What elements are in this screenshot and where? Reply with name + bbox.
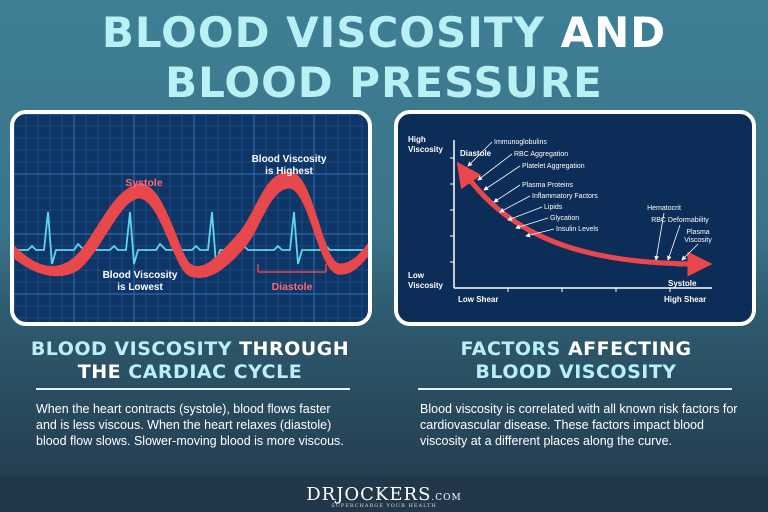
factor-label: Insulin Levels bbox=[556, 226, 599, 233]
factor-label: Plasma bbox=[686, 229, 709, 236]
brand-tagline: SUPERCHARGE YOUR HEALTH bbox=[331, 503, 437, 509]
viscosity-curve bbox=[456, 161, 699, 267]
factor-arrow bbox=[507, 206, 543, 221]
cardiac-cycle-description: When the heart contracts (systole), bloo… bbox=[36, 402, 344, 448]
factor-label: Inflammatory Factors bbox=[532, 193, 598, 200]
logo-domain: .COM bbox=[431, 493, 462, 503]
label-highest-2: is Highest bbox=[265, 166, 313, 177]
axis-ticks bbox=[450, 157, 671, 292]
title-and: AND bbox=[560, 8, 667, 57]
cardiac-heading-the: THE bbox=[77, 361, 122, 383]
viscosity-wave-band bbox=[14, 171, 368, 278]
label-lowest-1: Blood Viscosity bbox=[103, 270, 178, 281]
factor-label: Immunoglobulins bbox=[494, 139, 547, 146]
factor-arrow bbox=[493, 184, 521, 203]
factor-arrow bbox=[667, 224, 681, 261]
factors-heading-highlight: FACTORS bbox=[460, 338, 561, 360]
cardiac-heading-highlight: BLOOD VISCOSITY bbox=[30, 338, 232, 360]
viscosity-shear-diagram: High Viscosity Low Viscosity Low Shear H… bbox=[408, 135, 713, 304]
factor-arrow bbox=[483, 165, 521, 191]
curve-start-label: Diastole bbox=[460, 149, 492, 158]
cardiac-heading-cycle: CARDIAC CYCLE bbox=[128, 361, 303, 383]
title-line-1: BLOOD VISCOSITY AND bbox=[0, 8, 768, 58]
logo-dr: DR bbox=[306, 484, 337, 505]
factor-arrows bbox=[467, 141, 699, 261]
factor-arrow bbox=[525, 228, 555, 238]
factor-label: Glycation bbox=[550, 215, 579, 222]
label-lowest-2: is Lowest bbox=[117, 282, 163, 293]
factor-label: RBC Aggregation bbox=[514, 151, 568, 158]
page-title: BLOOD VISCOSITY AND BLOOD PRESSURE bbox=[0, 8, 768, 108]
factor-label: Plasma Proteins bbox=[522, 182, 573, 189]
x-axis-right: High Shear bbox=[664, 295, 706, 304]
factors-description: Blood viscosity is correlated with all k… bbox=[420, 402, 738, 448]
title-highlight: BLOOD VISCOSITY bbox=[101, 8, 545, 57]
factor-label: Viscosity bbox=[684, 237, 712, 244]
curve-end-label: Systole bbox=[668, 279, 697, 288]
factor-arrow bbox=[515, 217, 549, 230]
title-line-2: BLOOD PRESSURE bbox=[165, 58, 603, 107]
cardiac-heading-line-1: BLOOD VISCOSITY THROUGH bbox=[20, 338, 360, 361]
factors-heading: FACTORS AFFECTING BLOOD VISCOSITY bbox=[406, 338, 746, 384]
factor-labels: Immunoglobulins RBC Aggregation Platelet A… bbox=[494, 139, 712, 244]
cardiac-heading-line-2: THE CARDIAC CYCLE bbox=[20, 361, 360, 384]
factor-label: Lipids bbox=[544, 204, 563, 211]
factor-arrow bbox=[681, 243, 699, 261]
y-axis-top-1: High bbox=[408, 135, 426, 144]
left-divider bbox=[36, 388, 350, 390]
factor-arrow bbox=[467, 141, 493, 167]
right-divider bbox=[418, 388, 732, 390]
y-axis-bottom-1: Low bbox=[408, 271, 425, 280]
cardiac-cycle-panel: Systole Blood Viscosity is Highest Blood… bbox=[10, 110, 372, 326]
factor-arrow bbox=[499, 195, 531, 213]
footer-bar bbox=[0, 476, 768, 512]
y-axis-top-2: Viscosity bbox=[408, 145, 444, 154]
cardiac-heading-through: THROUGH bbox=[239, 338, 350, 360]
factor-arrow bbox=[477, 153, 513, 181]
factor-arrow bbox=[654, 212, 665, 261]
logo-name: JOCKERS bbox=[336, 484, 432, 505]
cardiac-cycle-diagram: Systole Blood Viscosity is Highest Blood… bbox=[14, 114, 368, 322]
factor-label: Hematocrit bbox=[647, 205, 681, 212]
brand-logo[interactable]: DRJOCKERS.COM bbox=[0, 484, 768, 505]
label-highest-1: Blood Viscosity bbox=[252, 154, 327, 165]
factors-heading-line-2: BLOOD VISCOSITY bbox=[475, 361, 677, 383]
factor-label: Platelet Aggregation bbox=[522, 163, 585, 170]
x-axis-left: Low Shear bbox=[458, 295, 498, 304]
factors-heading-affecting: AFFECTING bbox=[567, 338, 692, 360]
cardiac-cycle-heading: BLOOD VISCOSITY THROUGH THE CARDIAC CYCL… bbox=[20, 338, 360, 384]
y-axis-bottom-2: Viscosity bbox=[408, 281, 444, 290]
factors-heading-line-1: FACTORS AFFECTING bbox=[406, 338, 746, 361]
label-systole: Systole bbox=[125, 177, 163, 189]
factor-label: RBC Deformability bbox=[651, 217, 709, 224]
label-diastole: Diastole bbox=[272, 281, 313, 293]
factors-panel: High Viscosity Low Viscosity Low Shear H… bbox=[394, 110, 756, 326]
